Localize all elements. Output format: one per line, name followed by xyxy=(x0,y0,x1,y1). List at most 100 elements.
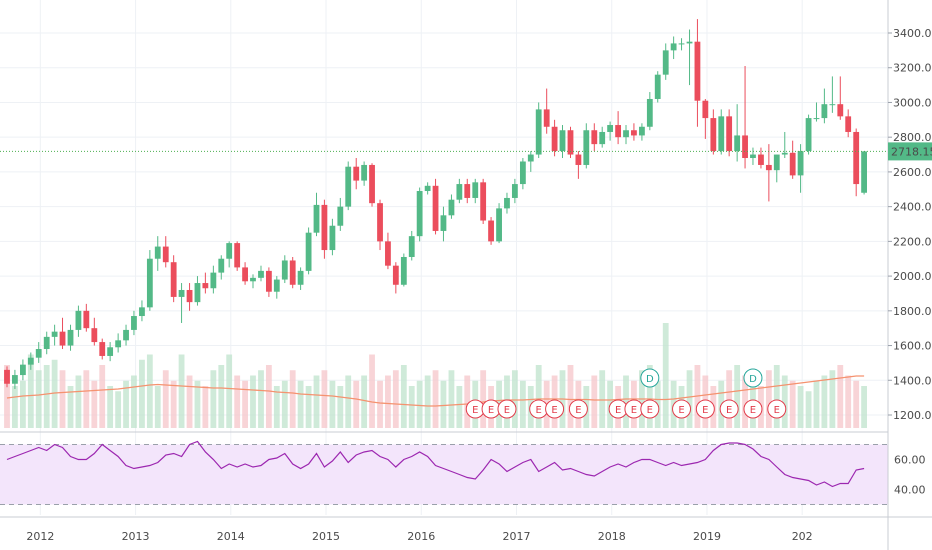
candle-body xyxy=(765,164,772,171)
volume-bar xyxy=(400,365,407,428)
time-tick-label: 2015 xyxy=(312,530,340,543)
earnings-marker-label: E xyxy=(575,405,581,416)
candle-body xyxy=(845,116,852,132)
volume-bar xyxy=(67,386,74,428)
time-tick-label: 202 xyxy=(792,530,813,543)
earnings-marker-label: E xyxy=(551,405,557,416)
price-tick-label: 2000.00 xyxy=(893,270,932,283)
volume-bar xyxy=(51,359,58,428)
volume-bar xyxy=(154,386,161,428)
dividend-marker[interactable] xyxy=(743,368,763,388)
earnings-marker[interactable] xyxy=(497,399,517,419)
volume-bar xyxy=(194,380,201,428)
volume-bar xyxy=(480,370,487,428)
volume-bar xyxy=(265,365,272,428)
volume-bar xyxy=(178,354,185,428)
volume-bar xyxy=(226,354,233,428)
time-tick-label: 2012 xyxy=(26,530,54,543)
price-tick-label: 2400.00 xyxy=(893,201,932,214)
candle-body xyxy=(607,125,614,132)
candle-body xyxy=(567,130,574,155)
volume-bar xyxy=(139,359,145,428)
earnings-marker[interactable] xyxy=(672,399,692,419)
volume-bar xyxy=(773,365,780,428)
volume-bar xyxy=(83,370,90,428)
rsi-band-fill xyxy=(0,444,888,505)
time-tick-label: 2014 xyxy=(217,530,245,543)
earnings-marker[interactable] xyxy=(743,399,763,419)
volume-bar xyxy=(385,375,391,428)
candle-body xyxy=(297,270,304,285)
volume-bar xyxy=(170,380,177,428)
candle-body xyxy=(305,232,312,271)
volume-bar xyxy=(861,386,867,428)
time-tick-label: 2016 xyxy=(407,530,435,543)
candle-body xyxy=(99,342,106,356)
candle-body xyxy=(702,100,709,119)
candle-body xyxy=(337,206,344,226)
volume-bar xyxy=(686,370,693,428)
price-tick-label: 2800.00 xyxy=(893,131,932,144)
dividend-marker[interactable] xyxy=(640,368,660,388)
event-markers[interactable]: E E E E E E E E E E E E E ED D xyxy=(465,368,787,419)
volume-bar xyxy=(440,380,447,428)
earnings-marker[interactable] xyxy=(767,399,787,419)
candle-body xyxy=(623,130,629,138)
candle-body xyxy=(535,109,542,155)
candle-body xyxy=(59,331,66,346)
earnings-marker-label: E xyxy=(536,405,542,416)
volume-bar xyxy=(43,365,50,428)
candle-body xyxy=(805,118,812,152)
candle-body xyxy=(829,104,836,106)
candle-body xyxy=(273,279,280,292)
candle-body xyxy=(20,364,26,376)
volume-bar xyxy=(353,380,360,428)
candle-body xyxy=(504,197,510,209)
candle-body xyxy=(154,246,161,259)
candle-body xyxy=(178,289,185,297)
volume-bar xyxy=(35,370,42,428)
earnings-marker[interactable] xyxy=(719,399,739,419)
candle-body xyxy=(202,283,209,289)
volume-bar xyxy=(242,380,248,428)
candle-body xyxy=(861,151,867,193)
candle-body xyxy=(392,265,399,285)
candle-body xyxy=(416,191,423,237)
candle-body xyxy=(289,260,296,285)
volume-bar xyxy=(599,370,606,428)
earnings-marker-label: E xyxy=(631,405,637,416)
volume-bar xyxy=(210,370,217,428)
earnings-marker-label: E xyxy=(702,405,708,416)
volume-bar xyxy=(289,370,296,428)
earnings-marker-label: E xyxy=(726,405,732,416)
volume-bar xyxy=(369,354,375,428)
earnings-marker[interactable] xyxy=(568,399,588,419)
candle-body xyxy=(686,41,693,44)
earnings-marker[interactable] xyxy=(695,399,715,419)
volume-bar xyxy=(281,380,288,428)
candle-body xyxy=(353,166,360,181)
volume-bar xyxy=(329,380,336,428)
volume-bar xyxy=(146,354,153,428)
volume-bar xyxy=(789,380,796,428)
earnings-marker[interactable] xyxy=(545,399,565,419)
volume-bar xyxy=(726,370,733,428)
candle-body xyxy=(432,185,439,231)
candle-body xyxy=(377,203,383,242)
time-tick-label: 2013 xyxy=(122,530,150,543)
candle-body xyxy=(67,329,74,346)
volume-bar xyxy=(59,370,66,428)
candle-body xyxy=(51,331,58,337)
earnings-marker[interactable] xyxy=(640,399,660,419)
candle-body xyxy=(480,182,487,221)
candle-body xyxy=(853,131,860,185)
volume-bar xyxy=(131,375,137,428)
candle-body xyxy=(821,104,828,119)
candle-body xyxy=(265,270,272,292)
candle-body xyxy=(4,369,10,384)
candle-body xyxy=(448,199,455,216)
volume-bar xyxy=(662,323,669,428)
candle-body xyxy=(123,329,129,341)
candle-body xyxy=(678,43,685,45)
